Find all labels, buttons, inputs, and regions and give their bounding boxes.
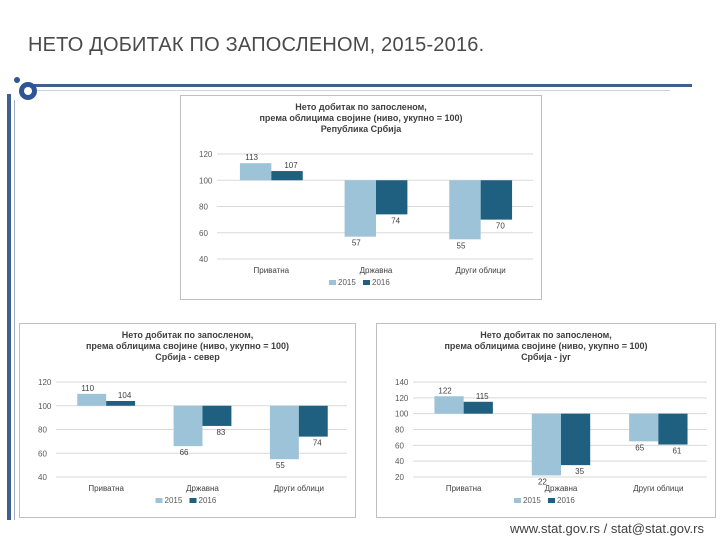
bar-2015 [434,396,464,414]
y-tick-label: 100 [38,402,52,411]
data-label: 74 [391,216,400,225]
y-tick-label: 60 [199,229,208,238]
legend-swatch-2015 [155,498,163,503]
legend-label: 2016 [557,496,575,505]
data-label: 104 [118,391,132,400]
bar-2016 [271,171,303,181]
bar-2016 [480,180,513,220]
data-label: 57 [352,239,361,248]
chart-svg: Нето добитак по запосленом,према облицим… [38,330,347,505]
page-title: НЕТО ДОБИТАК ПО ЗАПОСЛЕНОМ, 2015-2016. [28,34,485,56]
data-label: 66 [180,448,189,457]
chart-title-line: Нето добитак по запосленом, [122,330,254,340]
x-category-label: Приватна [254,266,290,275]
bar-2016 [376,180,408,215]
y-tick-label: 40 [38,473,47,482]
bar-2015 [629,413,659,442]
bar-2016 [561,413,591,466]
chart-title-line: према облицима својине (ниво, укупно = 1… [260,113,463,123]
side-accent-line [14,100,15,520]
chart-title-line: Србија - југ [521,352,571,362]
y-tick-label: 120 [199,150,213,159]
y-tick-label: 120 [38,378,52,387]
legend-swatch-2016 [363,280,370,285]
y-tick-label: 40 [395,457,404,466]
bar-2015 [449,180,481,240]
legend-swatch-2016 [189,498,197,503]
x-category-label: Приватна [88,484,124,493]
data-label: 55 [457,241,466,250]
chart-serbia-south: Нето добитак по запосленом, према облицим… [376,323,716,518]
legend-swatch-2016 [548,498,555,503]
data-label: 61 [672,447,681,456]
x-category-label: Државна [360,266,393,275]
data-label: 107 [284,161,298,170]
bar-2016 [658,413,688,445]
chart-title-line: Србија - север [155,352,220,362]
y-tick-label: 60 [38,449,47,458]
bar-2016 [202,405,232,426]
x-category-label: Други облици [456,266,506,275]
bar-2016 [106,401,136,406]
x-category-label: Државна [186,484,219,493]
y-tick-label: 60 [395,441,404,450]
chart-republic-serbia: Нето добитак по запосленом, према облицим… [180,95,542,300]
x-category-label: Други облици [633,484,683,493]
title-rule [32,84,692,87]
bar-2015 [239,163,272,181]
y-tick-label: 120 [395,394,409,403]
data-label: 110 [81,384,94,393]
y-tick-label: 20 [395,473,404,482]
data-label: 113 [245,153,258,162]
legend-label: 2016 [372,278,390,287]
legend-label: 2016 [199,496,217,505]
bar-2015 [77,393,107,406]
y-tick-label: 80 [38,426,47,435]
chart-title-line: Република Србија [321,124,402,134]
x-category-label: Други облици [274,484,324,493]
data-label: 65 [635,443,644,452]
y-tick-label: 80 [199,203,208,212]
title-rule-thin [32,90,670,91]
bar-2015 [531,413,561,476]
y-tick-label: 140 [395,378,409,387]
y-tick-label: 100 [199,176,213,185]
footer-contact: www.stat.gov.rs / stat@stat.gov.rs [509,521,704,536]
chart-svg: Нето добитак по запосленом,према облицим… [395,330,707,505]
chart-title-line: Нето добитак по запосленом, [295,102,427,112]
y-tick-label: 40 [199,255,208,264]
legend-label: 2015 [338,278,356,287]
decor-dot-large [19,82,37,100]
data-label: 55 [276,461,285,470]
data-label: 122 [438,386,452,395]
data-label: 35 [575,467,584,476]
bar-2015 [173,405,203,447]
y-tick-label: 80 [395,426,404,435]
bar-2016 [298,405,328,437]
chart-svg: Нето добитак по запосленом,према облицим… [199,102,533,287]
chart-title-line: према облицима својине (ниво, укупно = 1… [445,341,648,351]
decor-dot-small [14,77,20,83]
legend-swatch-2015 [329,280,336,285]
side-accent-bar [7,94,11,520]
data-label: 22 [538,477,547,486]
bar-2016 [463,401,493,414]
chart-title-line: према облицима својине (ниво, укупно = 1… [86,341,289,351]
legend-label: 2015 [523,496,541,505]
data-label: 115 [476,392,489,401]
data-label: 74 [313,439,322,448]
bar-2015 [269,405,299,460]
data-label: 70 [496,222,505,231]
bar-2015 [344,180,376,237]
data-label: 83 [216,428,225,437]
chart-serbia-north: Нето добитак по запосленом, према облицим… [19,323,356,518]
y-tick-label: 100 [395,410,409,419]
x-category-label: Државна [545,484,578,493]
chart-title-line: Нето добитак по запосленом, [480,330,612,340]
legend-swatch-2015 [514,498,521,503]
x-category-label: Приватна [446,484,482,493]
legend-label: 2015 [165,496,183,505]
